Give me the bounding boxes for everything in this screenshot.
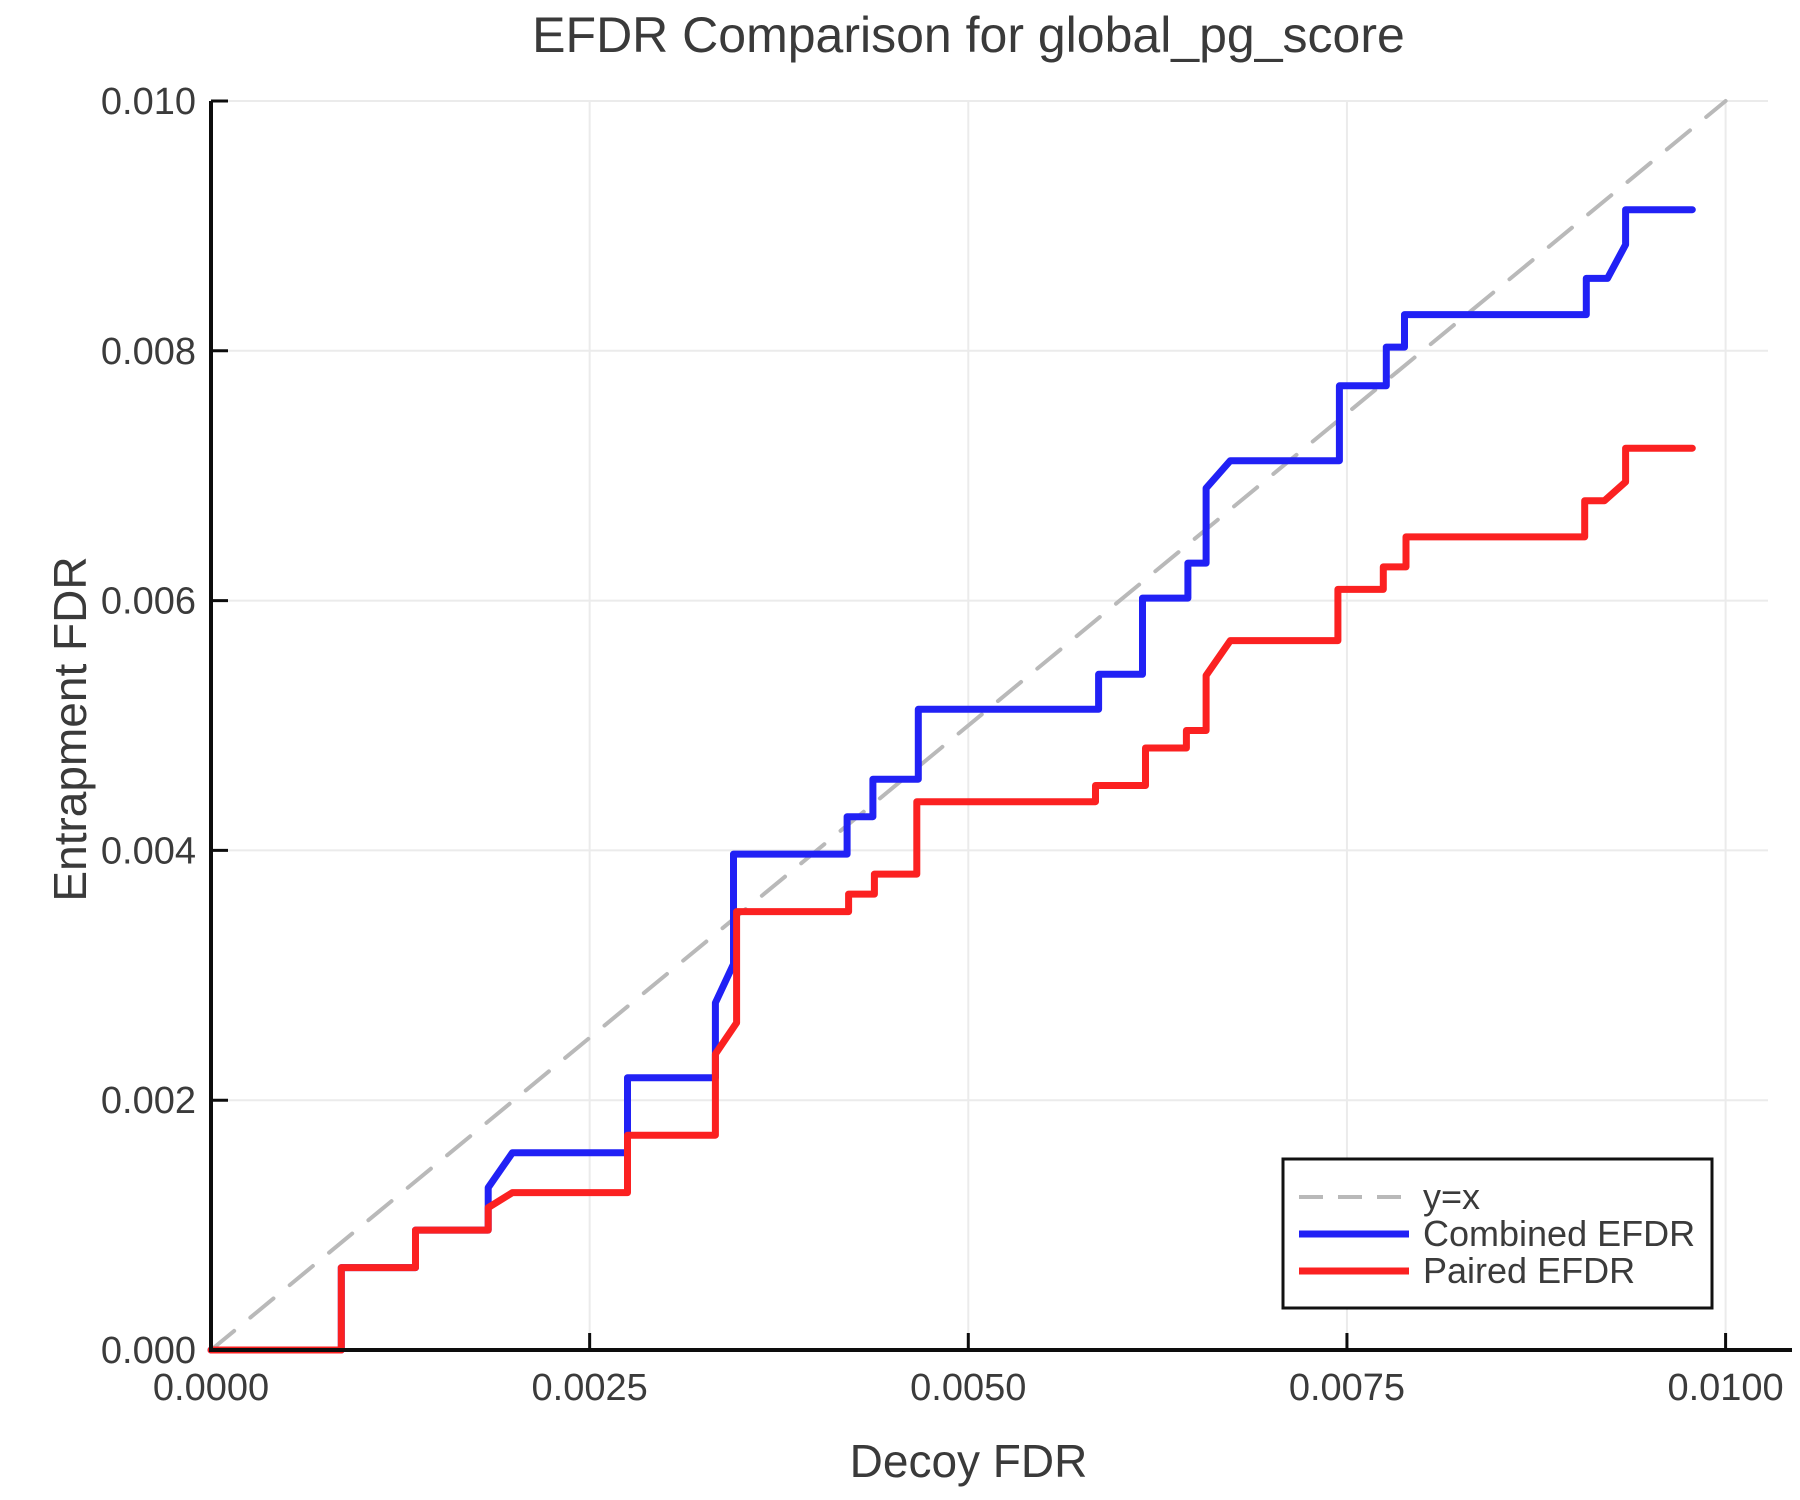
x-tick-label: 0.0025 <box>532 1367 648 1409</box>
y-tick-label: 0.000 <box>101 1330 196 1372</box>
legend-label: y=x <box>1423 1176 1480 1217</box>
identity-line <box>209 99 1728 1352</box>
x-tick-label: 0.0000 <box>153 1367 269 1409</box>
legend-label: Paired EFDR <box>1423 1250 1635 1291</box>
y-tick-label: 0.002 <box>101 1080 196 1122</box>
paired-efdr-line <box>207 444 1696 1354</box>
y-tick-label: 0.006 <box>101 581 196 623</box>
x-axis-label: Decoy FDR <box>849 1435 1088 1487</box>
x-tick-label: 0.0050 <box>910 1367 1026 1409</box>
y-tick-label: 0.008 <box>101 331 196 373</box>
chart-title: EFDR Comparison for global_pg_score <box>532 7 1405 63</box>
x-tick-label: 0.0100 <box>1667 1367 1783 1409</box>
legend-label: Combined EFDR <box>1423 1213 1695 1254</box>
y-tick-label: 0.004 <box>101 830 196 872</box>
combined-efdr-line <box>207 206 1696 1354</box>
y-tick-label: 0.010 <box>101 81 196 123</box>
x-tick-label: 0.0075 <box>1289 1367 1405 1409</box>
